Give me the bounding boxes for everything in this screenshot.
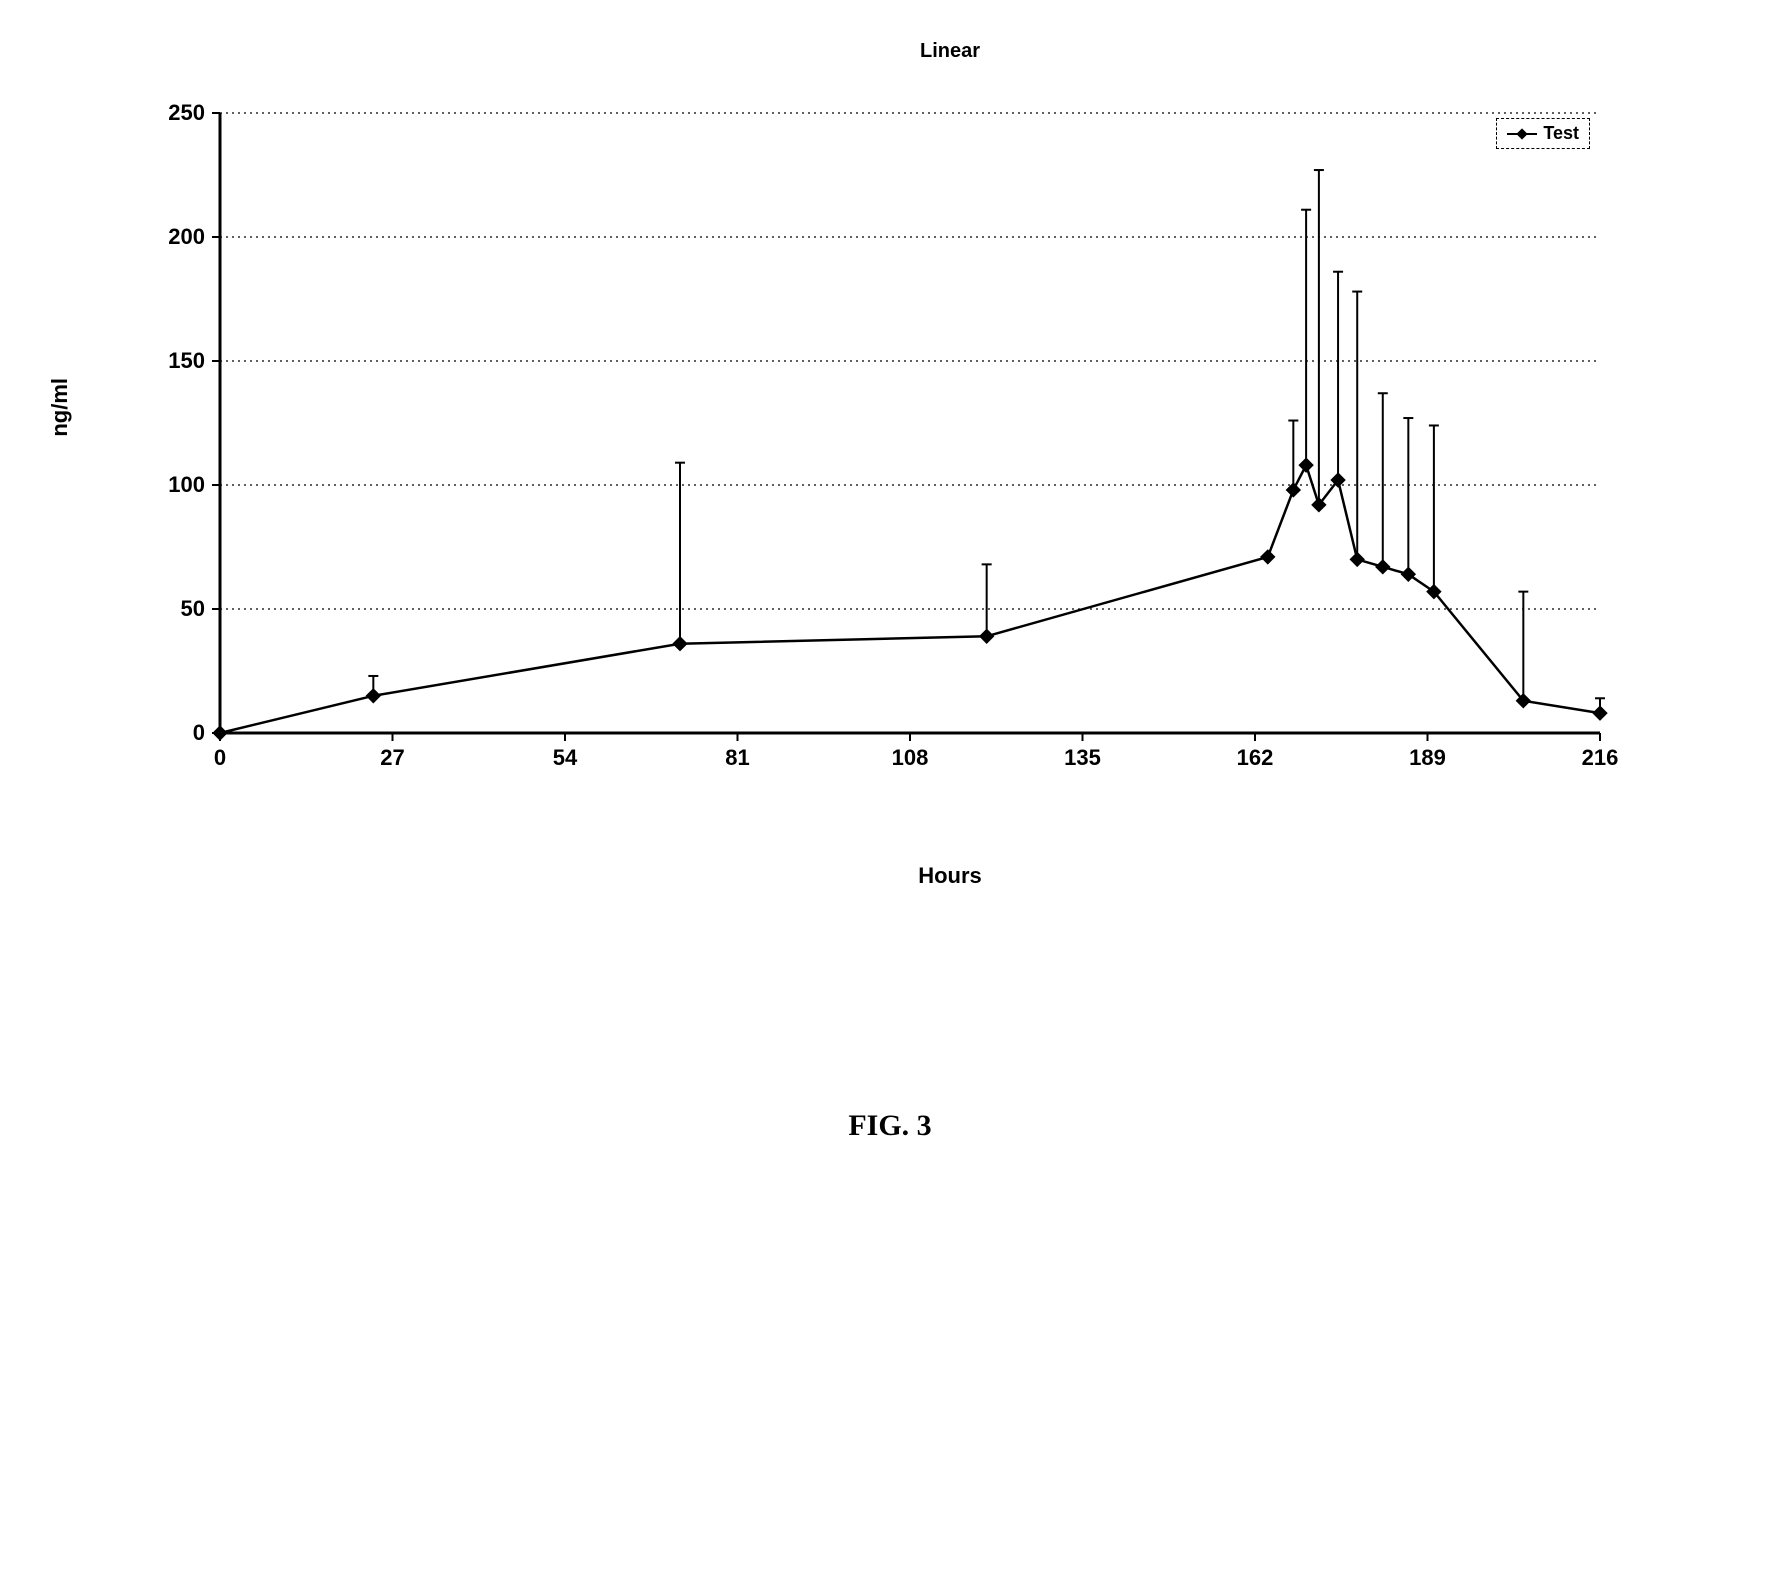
chart-title: Linear [40,40,1740,63]
legend: Test [1496,118,1590,149]
y-tick-label: 150 [168,348,205,374]
x-tick-label: 27 [380,745,404,771]
x-tick-label: 189 [1409,745,1446,771]
x-tick-label: 54 [553,745,577,771]
figure-container: Linear ng/ml Test 050100150200250 027548… [40,40,1740,1143]
legend-label: Test [1543,123,1579,144]
x-tick-label: 216 [1582,745,1619,771]
x-axis-label: Hours [40,863,1740,889]
x-tick-label: 108 [892,745,929,771]
y-tick-label: 100 [168,472,205,498]
chart-svg [220,113,1600,733]
legend-marker-icon [1517,128,1528,139]
x-tick-label: 81 [725,745,749,771]
y-tick-label: 250 [168,100,205,126]
chart-wrapper: ng/ml Test 050100150200250 0275481108135… [100,93,1650,813]
legend-line-icon [1507,133,1537,135]
x-tick-label: 135 [1064,745,1101,771]
y-tick-label: 0 [193,720,205,746]
x-tick-label: 0 [214,745,226,771]
y-tick-label: 50 [181,596,205,622]
figure-caption: FIG. 3 [40,1109,1740,1143]
y-tick-label: 200 [168,224,205,250]
plot-area: Test 050100150200250 0275481108135162189… [220,113,1600,733]
y-axis-label: ng/ml [47,378,73,437]
x-tick-label: 162 [1237,745,1274,771]
